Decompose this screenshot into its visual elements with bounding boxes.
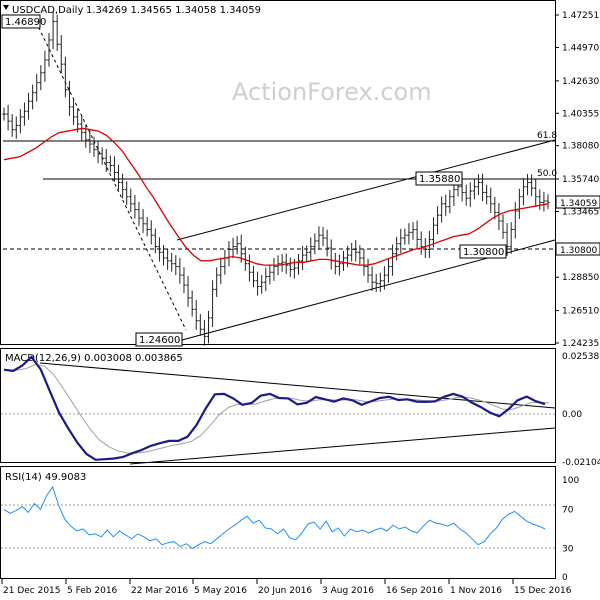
- level2-label-box: [459, 244, 507, 259]
- price-y-tick-label: 1.35740: [562, 175, 599, 185]
- x-tick-label: 5 Feb 2016: [67, 586, 118, 596]
- level1-label-box: [415, 171, 463, 186]
- price-panel-frame: [0, 0, 556, 345]
- price-y-tick-label: 1.42630: [562, 77, 599, 87]
- collapse-arrow-icon[interactable]: [3, 5, 9, 10]
- high-label: 1.46890: [5, 17, 46, 28]
- rsi-y-tick-label: 0: [562, 573, 568, 583]
- rsi-panel-frame: [0, 466, 556, 579]
- macd-y-tick-label: 0.00: [562, 410, 582, 420]
- x-tick-label: 16 Sep 2016: [386, 586, 443, 596]
- price-y-axis: 1.47251 1.44970 1.42630 1.40355 1.38080 1.357…: [555, 11, 599, 349]
- ohlc-values: 1.34269 1.34565 1.34058 1.34059: [86, 5, 261, 16]
- level2-axis-box: [555, 242, 600, 256]
- macd-y-tick-label: 0.02538: [562, 352, 599, 362]
- macd-title: MACD(12,26,9) 0.003008 0.003865: [5, 353, 183, 364]
- watermark: ActionForex.com: [232, 78, 432, 106]
- price-y-tick-label: 1.40355: [562, 109, 599, 119]
- x-tick-label: 15 Dec 2016: [514, 586, 572, 596]
- price-y-tick-label: 1.33465: [562, 207, 599, 217]
- last-price-label: 1.34059: [560, 199, 597, 209]
- low-label-box: [135, 332, 183, 347]
- ma-line: [3, 127, 549, 266]
- price-y-tick-label: 1.24235: [562, 339, 599, 349]
- rsi-y-tick-label: 100: [562, 476, 579, 486]
- fib-618-label: 61.8: [537, 131, 557, 141]
- x-tick-label: 3 Aug 2016: [322, 586, 374, 596]
- x-tick-label: 1 Nov 2016: [450, 586, 502, 596]
- low-label: 1.24600: [139, 335, 180, 346]
- level1-label: 1.35880: [419, 174, 460, 185]
- macd-trend-lower: [129, 427, 556, 465]
- macd-trend-upper: [39, 362, 556, 409]
- x-axis: 21 Dec 2015 5 Feb 2016 22 Mar 2016 5 May 20…: [1, 579, 572, 596]
- channel-upper: [176, 139, 556, 241]
- price-y-tick-label: 1.47251: [562, 11, 599, 21]
- x-tick-label: 22 Mar 2016: [131, 586, 188, 596]
- price-y-tick-label: 1.44970: [562, 44, 599, 54]
- downtrend-line: [35, 21, 187, 331]
- level2-axis-label: 1.30800: [560, 246, 597, 256]
- rsi-y-tick-label: 30: [562, 545, 574, 555]
- last-price-box: [555, 195, 600, 209]
- rsi-y-axis: 100 70 30 0: [562, 476, 579, 583]
- x-tick-label: 21 Dec 2015: [3, 586, 61, 596]
- price-y-tick-label: 1.38080: [562, 142, 599, 152]
- high-label-box: [1, 14, 41, 29]
- rsi-line: [3, 485, 546, 550]
- price-y-tick-label: 1.26510: [562, 307, 599, 317]
- macd-y-tick-label: -0.021042: [562, 458, 600, 468]
- macd-panel-frame: [0, 348, 556, 463]
- level2-label: 1.30800: [463, 247, 504, 258]
- x-tick-label: 20 Jun 2016: [258, 586, 312, 596]
- price-series: [2, 12, 550, 346]
- price-title: USDCAD,Daily: [12, 5, 83, 16]
- macd-y-axis: 0.02538 0.00 -0.021042: [562, 352, 600, 468]
- rsi-title: RSI(14) 49.9083: [5, 472, 86, 483]
- macd-line: [3, 355, 546, 461]
- price-y-tick-label: 1.28850: [562, 273, 599, 283]
- macd-signal-line: [7, 363, 550, 454]
- fib-50-label: 50.0: [537, 169, 557, 179]
- x-tick-label: 5 May 2016: [194, 586, 247, 596]
- rsi-y-tick-label: 70: [562, 505, 574, 515]
